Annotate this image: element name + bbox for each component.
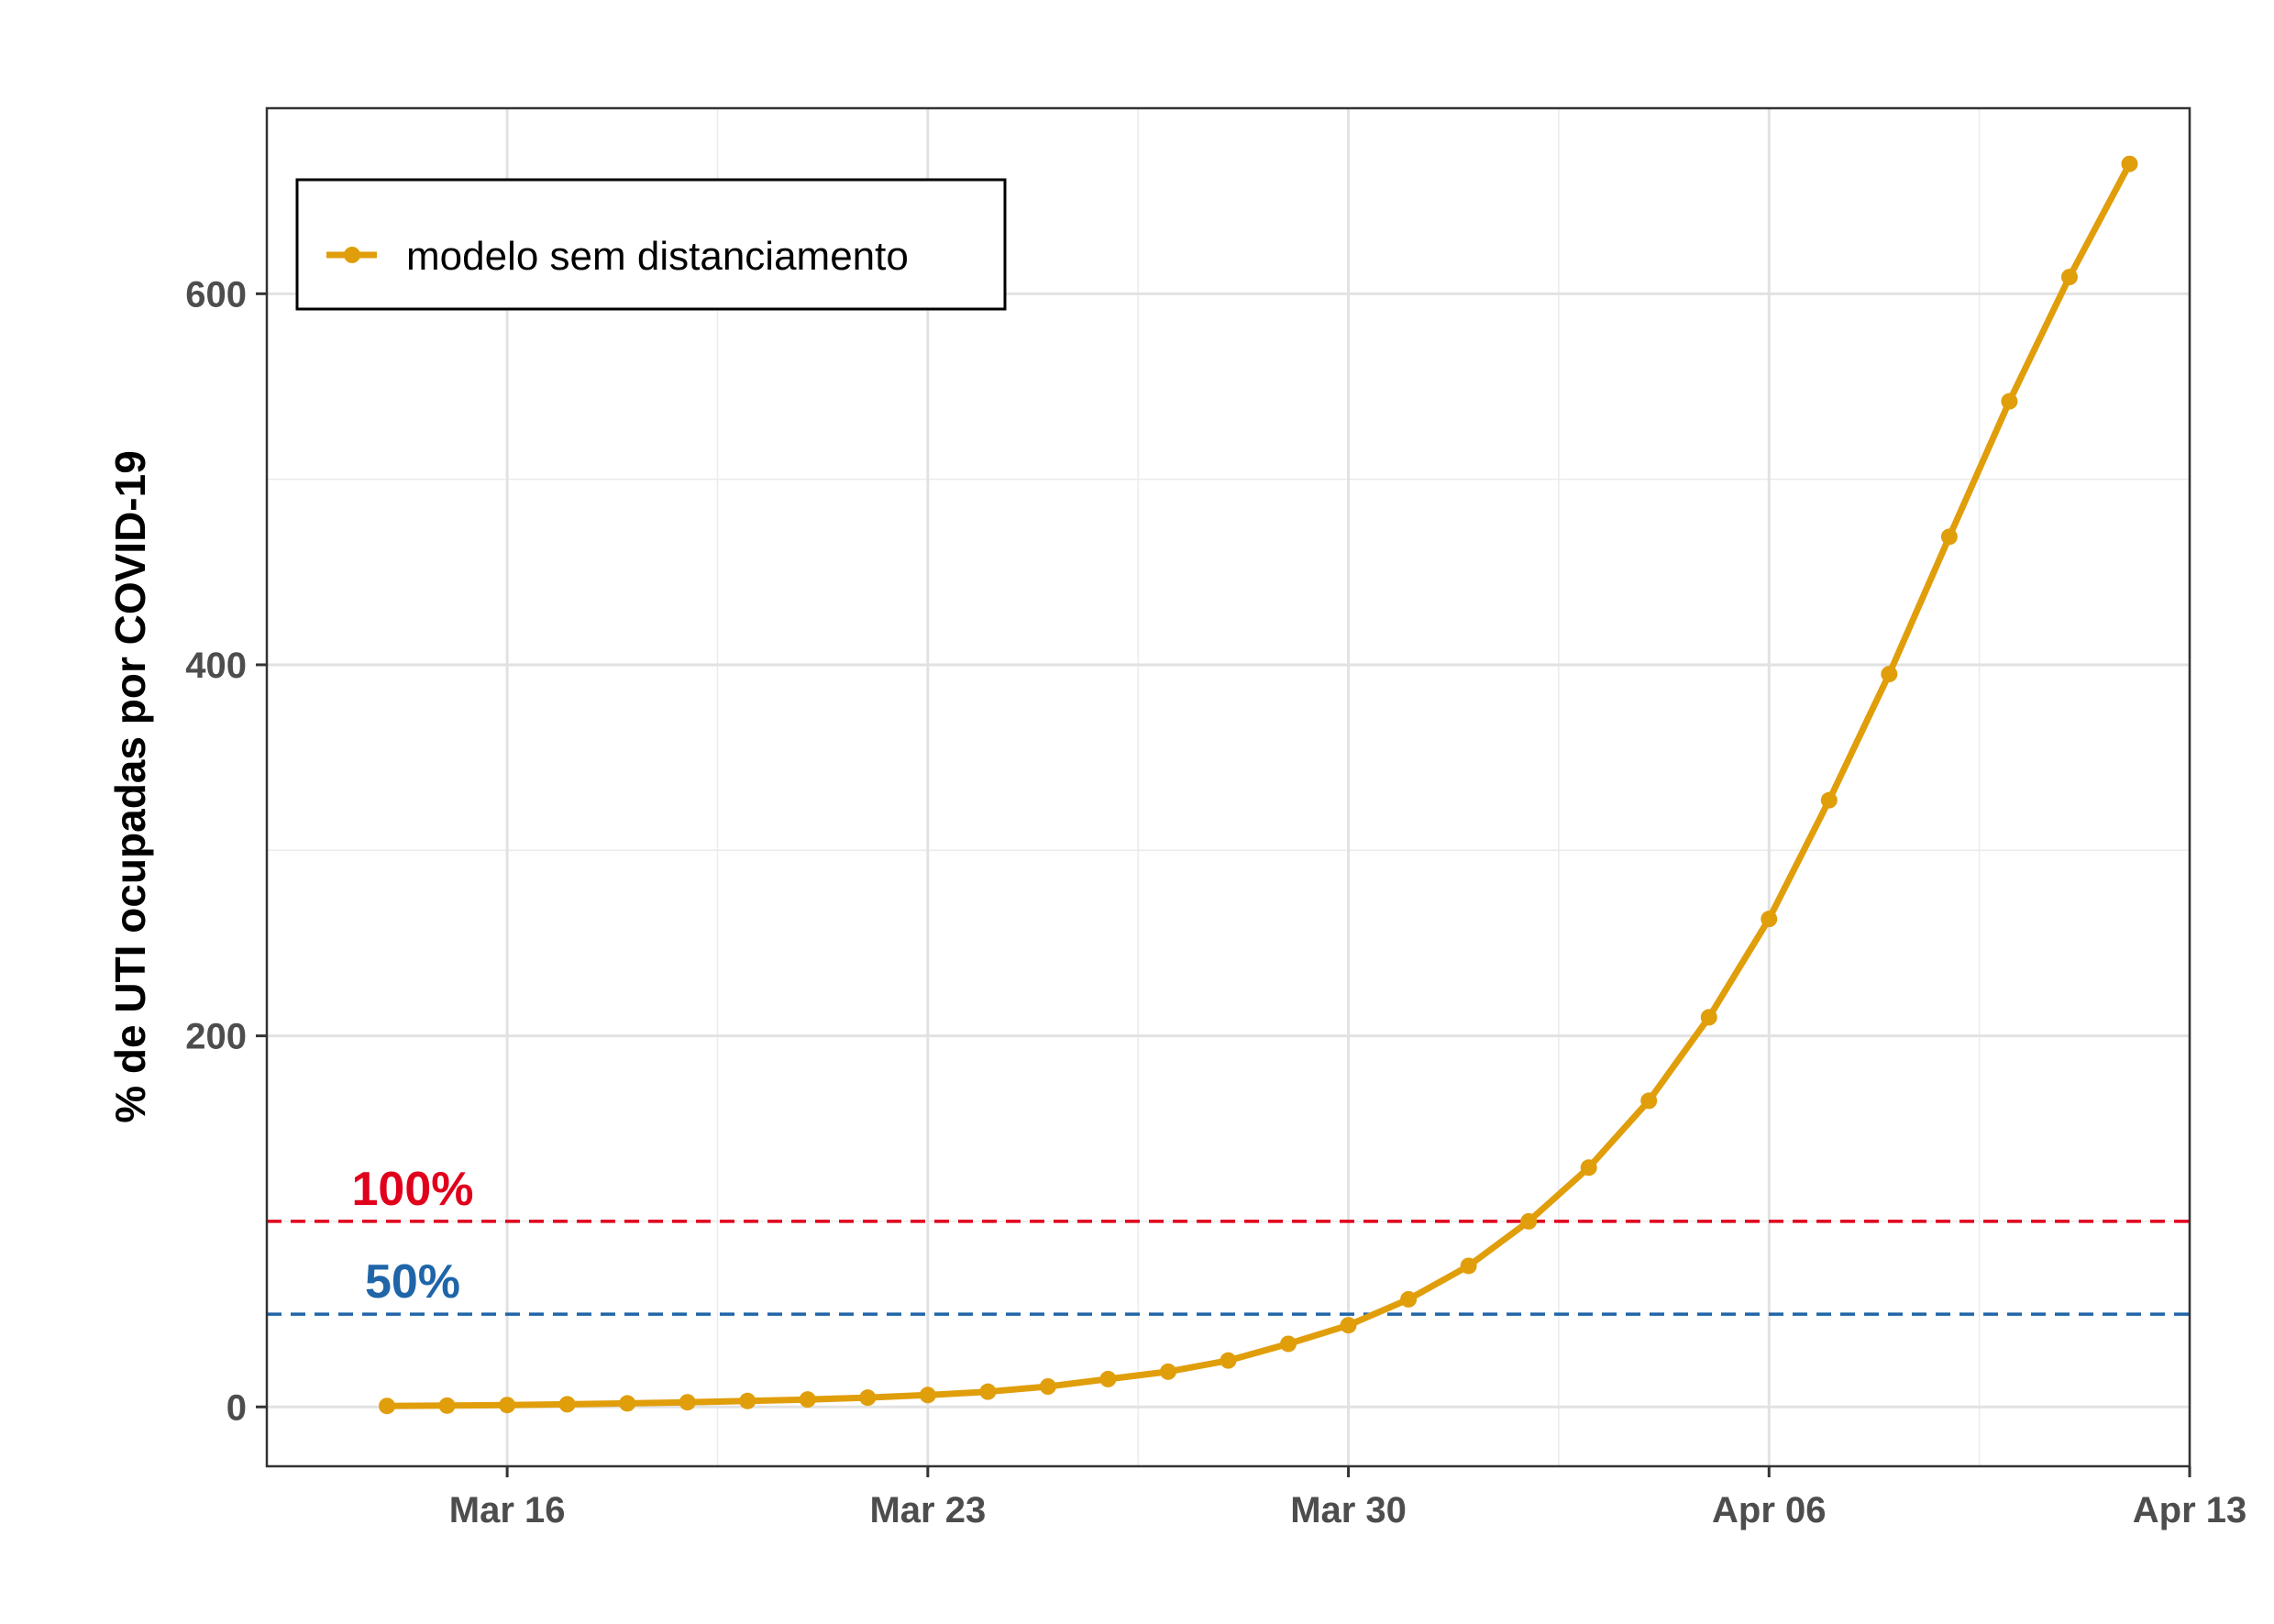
axes: Mar 16 Mar 23 Mar 30 Apr 06 Apr 13 0 200 400 600: [185, 274, 2246, 1530]
x-tick-label: Apr 06: [1712, 1490, 1827, 1530]
data-point: [1940, 528, 1958, 546]
x-tick-label: Mar 16: [449, 1490, 566, 1530]
x-tick-label: Mar 30: [1290, 1490, 1407, 1530]
data-point: [1280, 1335, 1297, 1353]
data-point: [1460, 1257, 1477, 1275]
data-point: [1520, 1212, 1538, 1230]
data-point: [499, 1397, 516, 1414]
data-point: [558, 1396, 576, 1413]
y-tick-label: 600: [185, 274, 247, 315]
x-tick-label: Apr 13: [2133, 1490, 2247, 1530]
data-point: [859, 1389, 877, 1407]
legend-entry-label: modelo sem distanciamento: [406, 234, 909, 279]
data-point: [1220, 1352, 1237, 1369]
data-point: [739, 1392, 756, 1409]
series-line: [383, 160, 2133, 1409]
data-point: [1820, 791, 1838, 809]
data-point: [438, 1397, 456, 1414]
data-point: [1700, 1009, 1717, 1026]
plot-border: [265, 106, 2191, 1468]
data-point: [1159, 1363, 1176, 1380]
data-point: [1039, 1378, 1056, 1396]
data-point: [379, 1398, 396, 1415]
data-point: [919, 1386, 936, 1404]
legend-key-point: [344, 247, 360, 263]
data-point: [1640, 1092, 1658, 1110]
series-layer: [379, 155, 2138, 1415]
data-point: [2121, 155, 2138, 172]
y-tick-label: 200: [185, 1017, 247, 1057]
y-tick-label: 0: [226, 1387, 247, 1428]
plot-background: [267, 108, 2190, 1466]
data-point: [979, 1383, 997, 1400]
data-point: [619, 1395, 636, 1412]
reference-line-label: 100%: [352, 1163, 474, 1216]
reference-lines: 100% 50%: [267, 1163, 2190, 1316]
data-point: [799, 1391, 816, 1409]
x-tick-label: Mar 23: [869, 1490, 986, 1530]
data-point: [679, 1394, 696, 1411]
reference-line-label: 50%: [365, 1255, 460, 1309]
data-point: [2001, 392, 2018, 410]
data-point: [1881, 666, 1898, 683]
data-point: [2060, 269, 2078, 286]
data-point: [1400, 1290, 1418, 1308]
legend-box: [295, 178, 1007, 311]
data-point: [1580, 1159, 1597, 1177]
data-point: [1099, 1370, 1117, 1387]
data-point: [1340, 1317, 1357, 1334]
data-point: [1761, 911, 1778, 928]
y-axis-title: % de UTI ocupadas por COVID-19: [106, 450, 154, 1123]
y-tick-label: 400: [185, 646, 247, 686]
legend: modelo sem distanciamento: [295, 178, 1007, 311]
